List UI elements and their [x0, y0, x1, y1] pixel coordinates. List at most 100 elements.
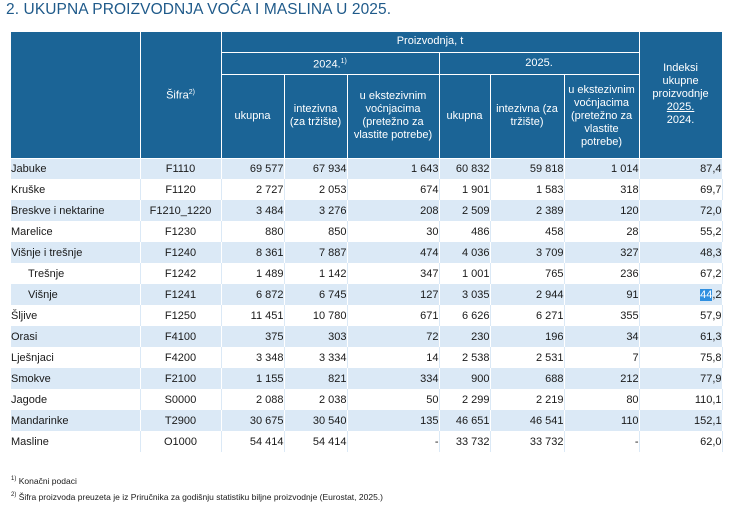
row-value: 347	[347, 263, 440, 284]
selected-text[interactable]: 44	[700, 288, 713, 301]
row-index: 61,3	[639, 326, 723, 347]
row-index: 55,2	[639, 221, 723, 242]
row-value: 33 732	[490, 431, 565, 452]
row-code: F4200	[140, 347, 222, 368]
header-sifra: Šifra	[166, 90, 189, 103]
row-name: Višnje	[11, 284, 141, 305]
table-row: Smokve F2100 1 155 821 334 900 688 212 77,9	[11, 368, 723, 389]
row-value: 2 299	[439, 389, 491, 410]
row-value: 135	[347, 410, 440, 431]
row-value: 1 489	[221, 263, 285, 284]
row-index: 67,2	[639, 263, 723, 284]
header-indeksi: Indeksi ukupne proizvodnje 2025. 2024.	[639, 32, 723, 159]
row-value: 318	[564, 179, 640, 200]
row-code: F1210_1220	[140, 200, 222, 221]
row-value: 208	[347, 200, 440, 221]
row-code: T2900	[140, 410, 222, 431]
row-value: 7	[564, 347, 640, 368]
row-value: 334	[347, 368, 440, 389]
row-value: 60 832	[439, 158, 491, 179]
row-value: 1 583	[490, 179, 565, 200]
footnote-2-text: Šifra proizvoda preuzeta je iz Priručnik…	[18, 492, 383, 502]
row-value: 474	[347, 242, 440, 263]
row-index: 62,0	[639, 431, 723, 452]
row-value: 1 001	[439, 263, 491, 284]
row-value: 458	[490, 221, 565, 242]
row-value: 30 540	[284, 410, 348, 431]
table-row: Marelice F1230 880 850 30 486 458 28 55,2	[11, 221, 723, 242]
row-value: 212	[564, 368, 640, 389]
row-name: Marelice	[11, 221, 141, 242]
row-value: 2 531	[490, 347, 565, 368]
row-name: Jagode	[11, 389, 141, 410]
row-value: 110	[564, 410, 640, 431]
header-intezivna-2024: intezivna (za tržište)	[284, 74, 348, 159]
row-value: 14	[347, 347, 440, 368]
row-value: 28	[564, 221, 640, 242]
row-value: 72	[347, 326, 440, 347]
row-value: 355	[564, 305, 640, 326]
table-body: Jabuke F1110 69 577 67 934 1 643 60 832 59 818…	[11, 158, 723, 452]
header-code-column: Šifra2)	[140, 32, 222, 159]
row-value: 2 219	[490, 389, 565, 410]
row-code: F1242	[140, 263, 222, 284]
row-value: 2 088	[221, 389, 285, 410]
header-indeksi-numerator: 2025.	[666, 101, 695, 114]
row-index: 48,3	[639, 242, 723, 263]
row-name: Šljive	[11, 305, 141, 326]
header-ekstenzivna-2024: u ekstezivnim voćnjacima (pretežno za vl…	[347, 74, 440, 159]
row-value: 11 451	[221, 305, 285, 326]
row-value: 900	[439, 368, 491, 389]
row-code: F1250	[140, 305, 222, 326]
row-value: 54 414	[221, 431, 285, 452]
row-value: 688	[490, 368, 565, 389]
footnote-1-text: Konačni podaci	[18, 476, 77, 486]
row-value: 850	[284, 221, 348, 242]
table-row: Jabuke F1110 69 577 67 934 1 643 60 832 59 818…	[11, 158, 723, 179]
row-value: 46 541	[490, 410, 565, 431]
row-name: Breskve i nektarine	[11, 200, 141, 221]
row-name: Kruške	[11, 179, 141, 200]
row-index: 75,8	[639, 347, 723, 368]
row-value: 59 818	[490, 158, 565, 179]
row-value: 3 276	[284, 200, 348, 221]
row-name: Mandarinke	[11, 410, 141, 431]
table-title: 2. UKUPNA PROIZVODNJA VOĆA I MASLINA U 2…	[6, 1, 392, 18]
header-ukupna-2024: ukupna	[221, 74, 285, 159]
unselected-text: ,2	[712, 288, 722, 301]
row-name: Jabuke	[11, 158, 141, 179]
row-index: 69,7	[639, 179, 723, 200]
row-value: 375	[221, 326, 285, 347]
row-value: 67 934	[284, 158, 348, 179]
table-row: Višnje F1241 6 872 6 745 127 3 035 2 944 91 44,2	[11, 284, 723, 305]
header-proizvodnja: Proizvodnja, t	[221, 32, 640, 53]
row-value: 6 271	[490, 305, 565, 326]
row-value: 3 035	[439, 284, 491, 305]
row-value: 671	[347, 305, 440, 326]
row-value: 30 675	[221, 410, 285, 431]
row-value: 303	[284, 326, 348, 347]
row-value: 2 727	[221, 179, 285, 200]
row-value: -	[347, 431, 440, 452]
header-ukupna-2025: ukupna	[439, 74, 491, 159]
header-indeksi-label: Indeksi ukupne proizvodnje	[652, 62, 709, 101]
row-code: F4100	[140, 326, 222, 347]
table-row: Breskve i nektarine F1210_1220 3 484 3 276 2…	[11, 200, 723, 221]
table-row: Šljive F1250 11 451 10 780 671 6 626 6 271 355 5…	[11, 305, 723, 326]
footnote-1-mark: 1)	[11, 476, 17, 483]
row-value: 765	[490, 263, 565, 284]
table-row: Orasi F4100 375 303 72 230 196 34 61,3	[11, 326, 723, 347]
row-index: 57,9	[639, 305, 723, 326]
row-name: Lješnjaci	[11, 347, 141, 368]
row-value: 230	[439, 326, 491, 347]
row-index: 110,1	[639, 389, 723, 410]
row-code: O1000	[140, 431, 222, 452]
row-value: 2 944	[490, 284, 565, 305]
row-value: 1 643	[347, 158, 440, 179]
row-value: 8 361	[221, 242, 285, 263]
row-value: 80	[564, 389, 640, 410]
header-year-2024-label: 2024.	[313, 58, 341, 71]
footnote-2: 2) Šifra proizvoda preuzeta je iz Priruč…	[11, 492, 383, 502]
row-name: Višnje i trešnje	[11, 242, 141, 263]
row-value: 1 142	[284, 263, 348, 284]
